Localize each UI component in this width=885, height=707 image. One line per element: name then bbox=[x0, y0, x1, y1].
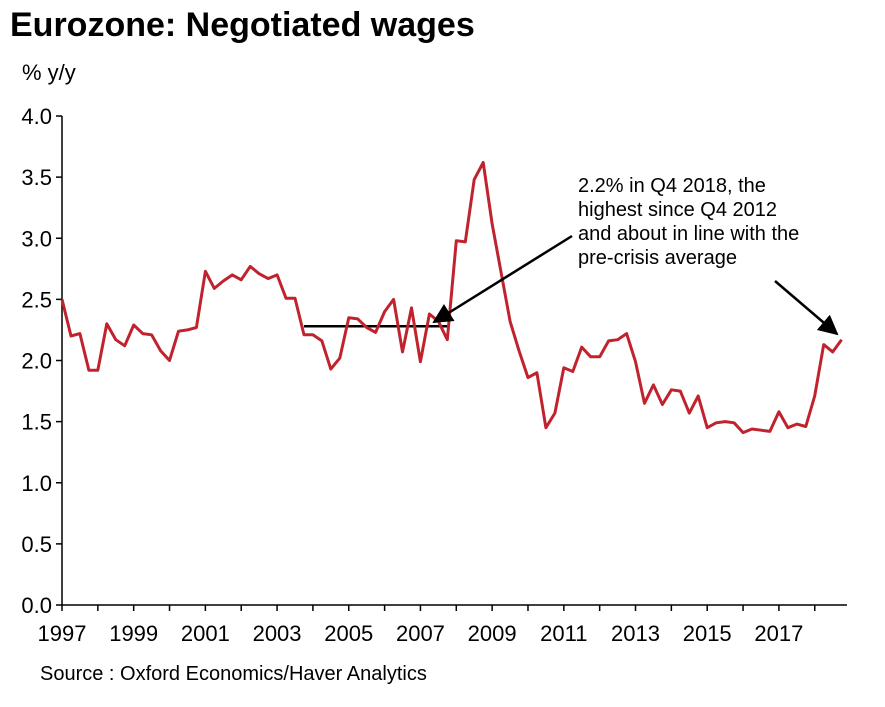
y-tick-label: 2.5 bbox=[21, 287, 52, 312]
source-note: Source : Oxford Economics/Haver Analytic… bbox=[40, 663, 427, 685]
x-tick-label: 2007 bbox=[396, 621, 445, 646]
y-axis-unit-label: % y/y bbox=[22, 60, 76, 85]
x-tick-label: 2005 bbox=[324, 621, 373, 646]
chart-title: Eurozone: Negotiated wages bbox=[10, 6, 475, 44]
x-tick-label: 1999 bbox=[109, 621, 158, 646]
y-tick-label: 1.5 bbox=[21, 410, 52, 435]
annotation-text: 2.2% in Q4 2018, the highest since Q4 20… bbox=[578, 175, 800, 269]
annotation-arrow-pre-crisis bbox=[432, 234, 573, 324]
x-tick-label: 2009 bbox=[468, 621, 517, 646]
y-tick-label: 3.0 bbox=[21, 226, 52, 251]
x-tick-label: 2015 bbox=[683, 621, 732, 646]
x-tick-label: 1997 bbox=[38, 621, 87, 646]
y-tick-label: 0.0 bbox=[21, 593, 52, 618]
x-tick-label: 2017 bbox=[754, 621, 803, 646]
y-tick-label: 2.0 bbox=[21, 349, 52, 374]
y-tick-label: 4.0 bbox=[21, 104, 52, 129]
x-tick-label: 2001 bbox=[181, 621, 230, 646]
series-line-negotiated-wages bbox=[60, 161, 843, 435]
x-tick-label: 2013 bbox=[611, 621, 660, 646]
x-tick-label: 2003 bbox=[253, 621, 302, 646]
y-tick-label: 1.0 bbox=[21, 471, 52, 496]
y-tick-label: 0.5 bbox=[21, 532, 52, 557]
y-tick-label: 3.5 bbox=[21, 165, 52, 190]
x-tick-label: 2011 bbox=[540, 621, 587, 646]
annotation-arrow-latest bbox=[774, 280, 839, 336]
